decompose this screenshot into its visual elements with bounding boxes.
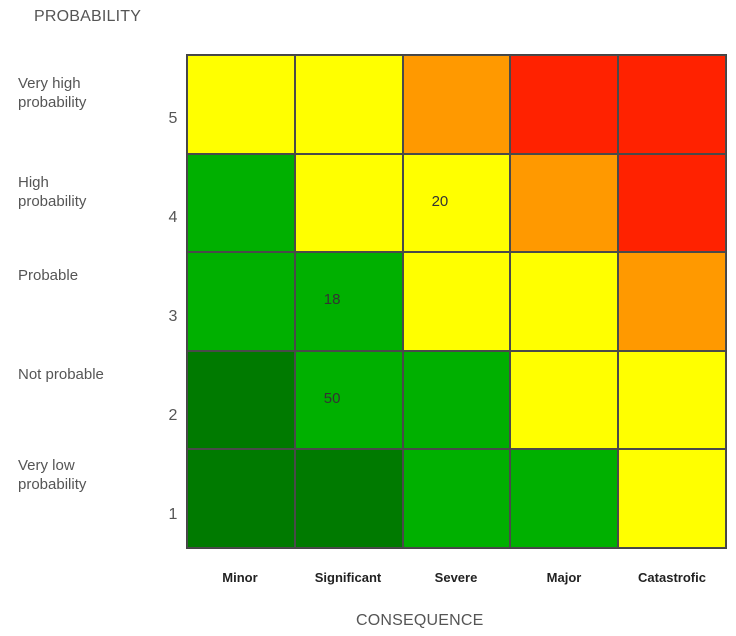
matrix-cell [510,55,619,154]
cell-value: 20 [431,192,449,210]
row-level-5: 5 [168,110,178,127]
matrix-cell [187,252,295,351]
column-label: Major [546,570,582,585]
column-label: Significant [314,570,382,585]
row-level-2: 2 [168,407,178,424]
row-label-4: High probability [18,174,87,210]
matrix-cell [294,449,403,548]
matrix-cell [510,350,619,450]
matrix-cell [402,449,511,548]
matrix-cell [187,55,295,154]
matrix-cell [187,449,295,548]
row-level-4: 4 [168,209,178,226]
matrix-cell [402,252,511,351]
column-label: Severe [434,570,478,585]
row-label-1: Very low probability [18,457,87,493]
matrix-cell [618,350,726,450]
matrix-cell [510,252,619,351]
matrix-cell [618,449,726,548]
probability-axis-title: PROBABILITY [34,8,142,25]
row-label-2: Not probable [18,366,104,383]
cell-value: 50 [323,389,341,407]
risk-matrix-grid: 20 18 50 [186,54,727,549]
matrix-cell [187,153,295,253]
matrix-cell [618,153,726,253]
matrix-cell [510,449,619,548]
matrix-cell [402,55,511,154]
matrix-cell: 50 [294,350,403,450]
matrix-cell: 18 [294,252,403,351]
column-label: Minor [222,570,258,585]
matrix-cell [510,153,619,253]
matrix-cell: 20 [402,153,511,253]
row-level-1: 1 [168,506,178,523]
matrix-cell [618,55,726,154]
row-level-3: 3 [168,308,178,325]
consequence-axis-title: CONSEQUENCE [356,612,484,629]
row-label-3: Probable [18,267,79,284]
matrix-cell [294,153,403,253]
cell-value: 18 [323,291,341,309]
matrix-cell [402,350,511,450]
matrix-cell [187,350,295,450]
column-label: Catastrofic [638,570,706,585]
matrix-cell [294,55,403,154]
row-label-5: Very high probability [18,75,87,111]
matrix-cell [618,252,726,351]
